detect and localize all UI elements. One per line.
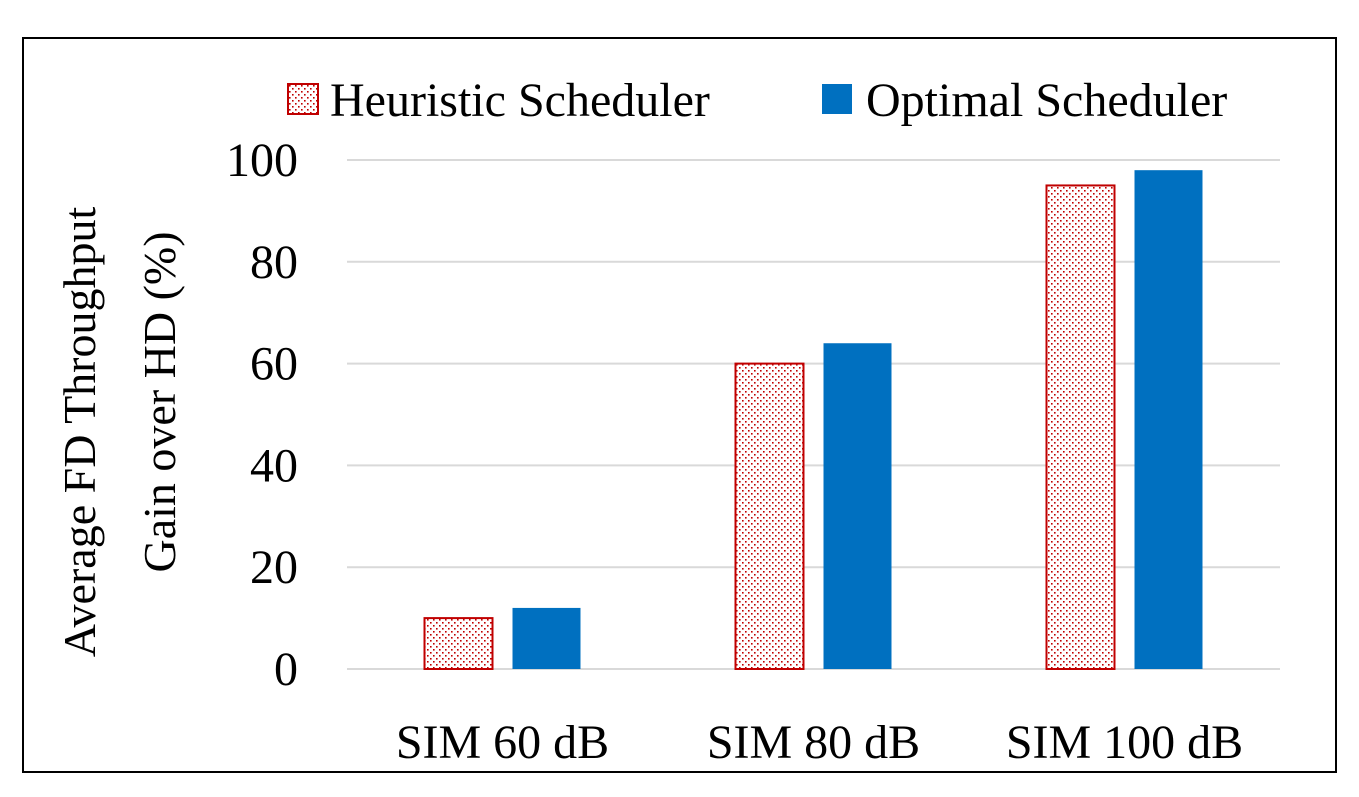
y-axis-label-line-2: Gain over HD (%) xyxy=(134,231,185,572)
x-tick-label: SIM 60 dB xyxy=(396,716,609,769)
y-axis-label-line-1: Average FD Throughput xyxy=(54,207,105,658)
bar-heuristic xyxy=(423,617,494,670)
bar-optimal xyxy=(823,343,892,669)
y-tick-label: 80 xyxy=(250,236,298,289)
bar-optimal xyxy=(1134,170,1203,669)
y-tick-label: 20 xyxy=(250,541,298,594)
x-tick-label: SIM 80 dB xyxy=(707,716,920,769)
y-tick-label: 0 xyxy=(274,643,298,696)
bar-heuristic xyxy=(734,362,805,670)
y-tick-label: 100 xyxy=(226,134,298,187)
x-tick-labels: SIM 60 dB SIM 80 dB SIM 100 dB xyxy=(396,716,1243,769)
grid-lines xyxy=(347,159,1280,670)
legend-swatch-optimal xyxy=(822,84,852,114)
bar-heuristic xyxy=(1045,184,1116,670)
y-tick-label: 40 xyxy=(250,439,298,492)
legend-label-heuristic: Heuristic Scheduler xyxy=(330,74,710,127)
legend-label-optimal: Optimal Scheduler xyxy=(866,74,1227,127)
legend-swatch-heuristic xyxy=(287,83,319,115)
x-tick-label: SIM 100 dB xyxy=(1006,716,1243,769)
bars xyxy=(423,170,1203,670)
legend-item-optimal: Optimal Scheduler xyxy=(822,74,1227,127)
legend-item-heuristic: Heuristic Scheduler xyxy=(287,74,710,127)
bar-optimal xyxy=(512,607,581,669)
y-axis-label: Average FD Throughput Gain over HD (%) xyxy=(54,207,185,658)
y-tick-labels: 0 20 40 60 80 100 xyxy=(226,134,298,696)
legend: Heuristic Scheduler Optimal Scheduler xyxy=(287,74,1227,127)
y-tick-label: 60 xyxy=(250,338,298,391)
